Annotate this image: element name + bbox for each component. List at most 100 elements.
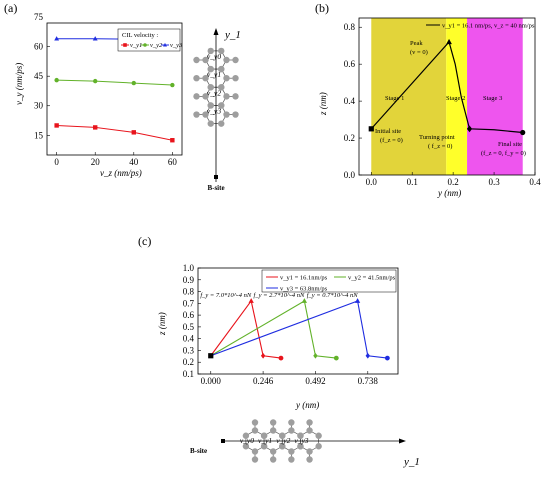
panel-a-point-v_y3 <box>92 36 98 41</box>
panel-c-ytick-label: 1.0 <box>183 263 195 273</box>
panel-a-legend-entry: v_y2 <box>150 42 163 49</box>
vertical-lattice-site-label: v_y2 <box>207 88 221 97</box>
panel-c-xlabel: y (nm) <box>295 400 319 410</box>
panel-c-initial-point <box>208 353 214 359</box>
panel-b-stage1-label: Stage 1 <box>385 95 404 102</box>
panel-c-peak-v_y1 <box>248 298 254 303</box>
vertical-lattice-atom <box>193 93 200 100</box>
horizontal-lattice-site-label: v_y1 <box>258 436 272 445</box>
panel-b-region <box>446 18 468 175</box>
panel-a-point-v_y3 <box>54 36 60 41</box>
horizontal-lattice-atom <box>315 443 322 450</box>
panel-a-legend-entry: v_y3 <box>170 42 183 49</box>
vertical-lattice-bsite-marker <box>214 175 218 179</box>
panel-b-ytick-label: 0.0 <box>344 170 356 180</box>
horizontal-lattice-atom <box>251 448 259 455</box>
vertical-lattice-atom <box>207 102 214 109</box>
horizontal-lattice-atom <box>251 456 259 463</box>
horizontal-lattice-axis-arrow <box>399 438 406 444</box>
panel-b-stage3-label: Stage 3 <box>483 95 502 102</box>
panel-c-legend-entry: v_y3 = 63.8nm/ps <box>280 286 328 293</box>
vertical-lattice-atom <box>202 74 209 82</box>
panel-c-xtick-label: 0.738 <box>358 376 379 386</box>
panel-c-plot-frame <box>197 267 399 375</box>
panel-b-final-condition: (f_z = 0, f_y = 0) <box>481 150 526 157</box>
panel-b-peak-label: Peak <box>410 40 423 47</box>
panel-c-force-annotation: f_y = 2.7*10^-4 nN <box>254 292 305 299</box>
horizontal-lattice-atom <box>242 432 250 439</box>
panel-a-xtick-label: 0 <box>54 157 59 167</box>
vertical-lattice-atom <box>232 93 239 100</box>
horizontal-lattice-site-label: v_y3 <box>294 436 308 445</box>
panel-c-ytick-label: 0.5 <box>183 322 195 332</box>
panel-c-ytick-label: 0.8 <box>183 287 195 297</box>
panel-b-ytick-label: 0.2 <box>344 133 355 143</box>
panel-b-xtick-label: 0.3 <box>488 177 500 187</box>
panel-b-legend-text: v_y1 = 16.1 nm/ps, v_z = 40 nm/ps <box>442 23 535 30</box>
panel-c-xtick-label: 0.246 <box>253 376 274 386</box>
panel-b-xlabel: y (nm) <box>437 188 461 198</box>
vertical-lattice-bsite-label: B-site <box>207 184 224 192</box>
panel-b-final-label: Final site <box>498 141 522 148</box>
horizontal-lattice-atom <box>297 432 304 439</box>
panel-c-ytick-label: 0.3 <box>183 345 195 355</box>
panel-b-stage2-label: Stage 2 <box>446 95 465 102</box>
vertical-lattice-atom <box>207 47 214 55</box>
vertical-lattice-atom <box>218 102 225 109</box>
horizontal-lattice-atom <box>306 456 313 463</box>
panel-c-final-v_y2 <box>333 355 339 361</box>
vertical-lattice-atom <box>202 111 209 118</box>
vertical-lattice-atom <box>207 120 214 127</box>
panel-c-xtick-label: 0.492 <box>305 376 325 386</box>
horizontal-lattice-atom <box>269 419 277 426</box>
horizontal-lattice-atom <box>279 432 286 439</box>
panel-b-label: (b) <box>315 1 329 15</box>
horizontal-lattice-atom <box>279 443 286 450</box>
horizontal-lattice-atom <box>269 427 277 434</box>
horizontal-lattice-diagram: y_1 v_y0 v_y1 v_y2 v_y3 B-site <box>190 419 420 468</box>
panel-a-legend-marker <box>123 43 127 47</box>
vertical-lattice-site-label: v_y1 <box>207 70 221 79</box>
panel-a-point-v_y2 <box>170 82 175 88</box>
vertical-lattice-atom <box>218 47 225 55</box>
panel-a-point-v_y1 <box>93 125 98 130</box>
panel-c-series-v_y2-line <box>210 300 337 359</box>
vertical-lattice-atom <box>218 84 225 91</box>
panel-b-xtick-label: 0.0 <box>366 177 378 187</box>
panel-c-ytick-label: 0.1 <box>183 369 194 379</box>
horizontal-lattice-atom <box>288 456 295 463</box>
panel-a-xlabel: v_z (nm/ps) <box>100 168 142 178</box>
horizontal-lattice-atom <box>315 432 322 439</box>
vertical-lattice-site-label: v_y3 <box>207 106 221 115</box>
horizontal-lattice-atom <box>251 427 259 434</box>
vertical-lattice-atom <box>218 65 225 73</box>
panel-b-xtick-label: 0.4 <box>529 177 541 187</box>
panel-c-final-v_y3 <box>384 355 390 361</box>
horizontal-lattice-site-label: v_y2 <box>276 436 290 445</box>
horizontal-lattice-atom <box>269 456 277 463</box>
panel-a-point-v_y1 <box>131 130 136 135</box>
panel-c-legend-entry: v_y1 = 16.1nm/ps <box>280 275 328 282</box>
panel-b-ytick-label: 0.8 <box>344 22 356 32</box>
panel-b-chart: 0.0 0.1 0.2 0.3 0.4 0.0 0.2 0.4 0.6 0.8 v_y1 = 16… <box>318 17 541 198</box>
panel-a-legend-title: CIL velocity : <box>122 32 158 39</box>
horizontal-lattice-atom <box>288 419 295 426</box>
panel-c-turning-v_y1 <box>260 352 266 359</box>
horizontal-lattice-atom <box>260 432 268 439</box>
panel-a-ytick-label: 30 <box>34 101 44 111</box>
panel-b-turning-condition: ( f_z = 0) <box>428 143 452 150</box>
vertical-lattice-atom <box>223 74 230 82</box>
panel-a-xtick-label: 40 <box>129 157 139 167</box>
panel-a-legend-marker <box>163 42 167 47</box>
panel-c-series-v_y3-line <box>210 300 388 359</box>
panel-c-ytick-label: 0.7 <box>183 298 195 308</box>
panel-c-peak-v_y2 <box>301 298 308 303</box>
panel-a-legend-marker <box>143 43 147 47</box>
horizontal-lattice-atom <box>269 448 277 455</box>
horizontal-lattice-atom <box>306 448 313 455</box>
panel-c-legend <box>261 269 397 293</box>
panel-a-point-v_y1 <box>170 138 175 143</box>
panel-c-final-v_y1 <box>278 355 284 361</box>
panel-a-label: (a) <box>4 1 17 15</box>
panel-c-label: (c) <box>138 234 151 248</box>
